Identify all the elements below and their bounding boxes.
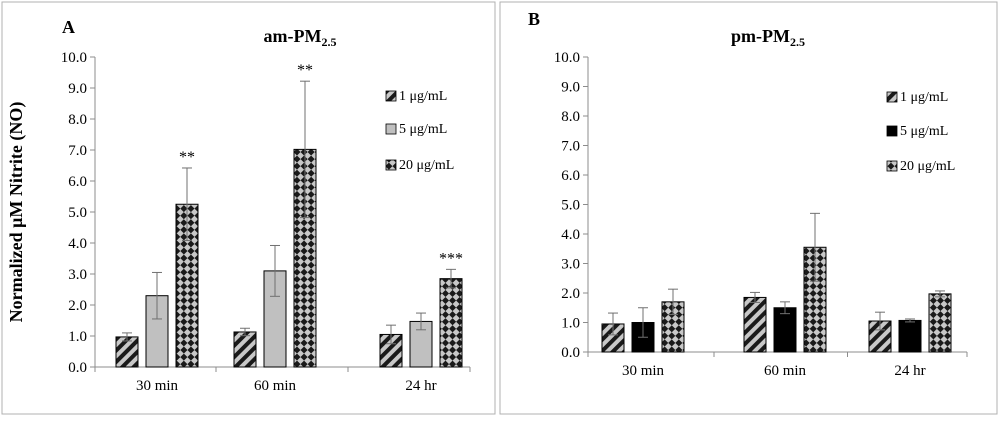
panel-b-plot: 0.0 1.0 2.0 3.0 4.0 5.0 6.0 7.0 8.0 9.0 10.0 30 min… [554,50,968,379]
panel-b-title: pm-PM2.5 [731,26,805,49]
panel-a-y-tick-label: 7.0 [68,143,87,159]
panel-b-y-tick-label: 2.0 [561,286,580,302]
panel-a-y-tick-label: 1.0 [68,329,87,345]
panel-a-legend-label: 1 μg/mL [399,89,447,104]
panel-b-y-tick-label: 6.0 [561,168,580,184]
panel-b-legend-swatch [886,91,898,103]
panel-b-bar [743,296,767,353]
panel-a-y-tick-label: 5.0 [68,205,87,221]
panel-a-bar [439,278,463,368]
panel-b-legend-label: 1 μg/mL [900,90,948,105]
panel-a-legend-swatch [385,90,397,102]
panel-a-title-main: am-PM [264,26,322,46]
panel-a-significance-label: ** [179,149,195,166]
panel-b-bar [773,307,797,353]
panel-b-y-tick-label: 8.0 [561,109,580,125]
panel-b-frame [499,1,998,415]
panel-a-significance-label: ** [297,62,313,79]
panel-b-y-tick-label: 9.0 [561,80,580,96]
panel-a-letter: A [62,17,75,37]
panel-a-y-tick-label: 4.0 [68,236,87,252]
panel-b-legend-label: 5 μg/mL [900,124,948,139]
panel-a-legend-label: 5 μg/mL [399,122,447,137]
panel-b-legend-label: 20 μg/mL [900,159,955,174]
panel-b-y-tick-label: 1.0 [561,316,580,332]
panel-b-y-tick-label: 0.0 [561,345,580,361]
panel-b-category-label: 60 min [764,363,807,379]
panel-b-y-tick-label: 5.0 [561,198,580,214]
panel-b-category-label: 30 min [622,363,665,379]
panel-a-title: am-PM2.5 [264,26,337,49]
panel-a-category-label: 30 min [136,378,179,394]
panel-b-bar [928,293,952,353]
panel-a-significance-label: *** [439,250,463,267]
panel-a-legend-label: 20 μg/mL [399,158,454,173]
panel-a-y-tick-label: 6.0 [68,174,87,190]
panel-a-category-label: 24 hr [405,378,436,394]
panel-a-y-tick-label: 0.0 [68,360,87,376]
panel-a-y-tick-label: 8.0 [68,112,87,128]
panel-b-legend-swatch [886,125,898,137]
panel-b-y-tick-label: 4.0 [561,227,580,243]
panel-a-legend-swatch [385,123,397,135]
panel-b-title-main: pm-PM [731,26,790,46]
panel-a-y-tick-label: 2.0 [68,298,87,314]
panel-a-y-tick-label: 3.0 [68,267,87,283]
panel-a-bar [233,331,257,368]
panel-b-bar [898,319,922,353]
panel-b-y-tick-label: 7.0 [561,139,580,155]
panel-b-letter: B [528,9,540,29]
panel-a-category-label: 60 min [254,378,297,394]
panel-b-category-label: 24 hr [894,363,925,379]
panel-a-plot: 0.0 1.0 2.0 3.0 4.0 5.0 6.0 7.0 8.0 9.0 10.0 30 min… [61,50,471,394]
panel-b-y-tick-label: 10.0 [554,50,580,66]
panel-b-y-tick-label: 3.0 [561,257,580,273]
panel-a-frame [1,1,496,415]
panel-a-title-sub: 2.5 [321,35,336,49]
panel-b-legend-swatch [886,160,898,172]
panel-a-y-tick-label: 10.0 [61,50,87,66]
panel-a-legend-swatch [385,159,397,171]
panel-b-title-sub: 2.5 [790,35,805,49]
y-axis-label: Normalized μM Nitrite (NO) [6,102,27,323]
panel-a-y-tick-label: 9.0 [68,81,87,97]
